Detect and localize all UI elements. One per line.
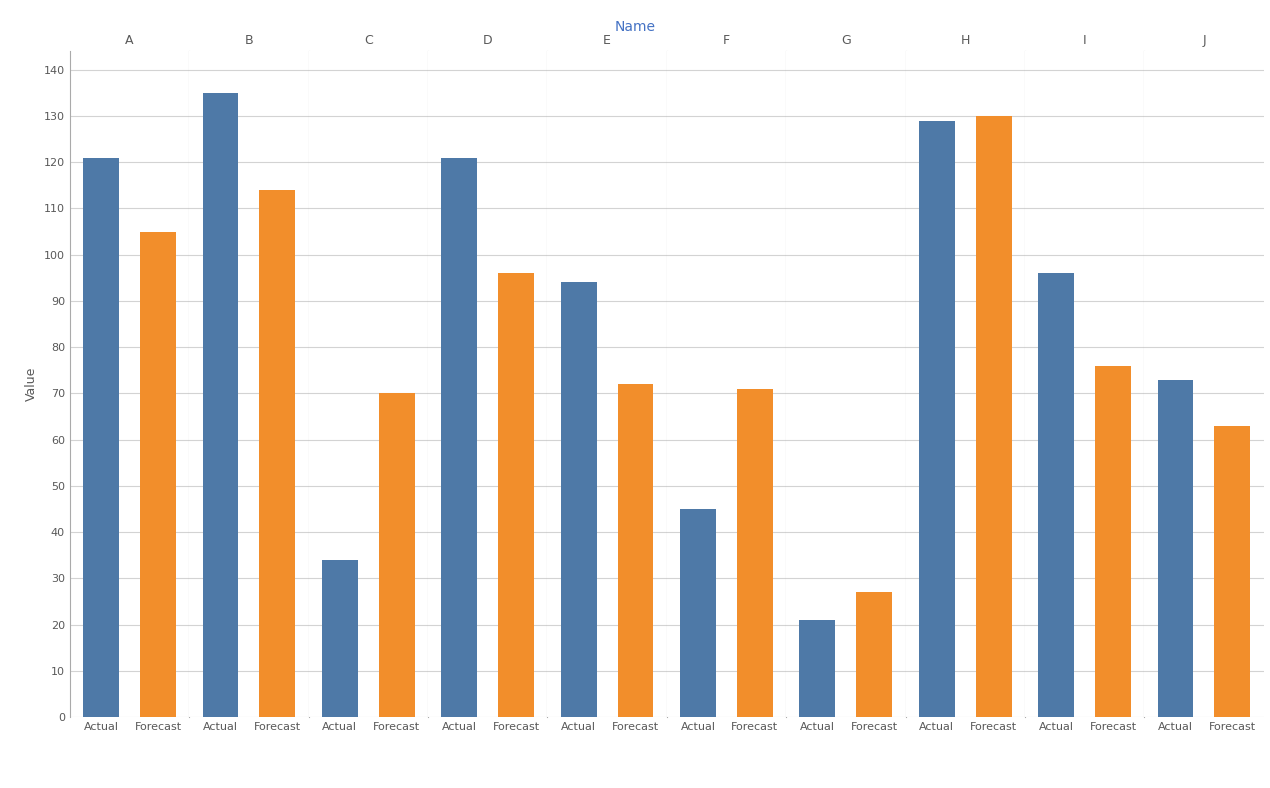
Bar [84, 158, 119, 717]
Bar [442, 158, 478, 717]
Title: G: G [841, 34, 851, 47]
Bar [323, 559, 358, 717]
Bar [259, 190, 295, 717]
Bar [919, 121, 955, 717]
Bar [737, 388, 772, 717]
Title: E: E [603, 34, 611, 47]
Title: C: C [364, 34, 372, 47]
Title: J: J [1203, 34, 1205, 47]
Title: D: D [483, 34, 493, 47]
Bar [498, 273, 533, 717]
Bar [617, 385, 653, 717]
Title: A: A [126, 34, 133, 47]
Title: F: F [723, 34, 730, 47]
Bar [856, 593, 892, 717]
Bar [203, 93, 239, 717]
Title: H: H [960, 34, 970, 47]
Bar [800, 620, 836, 717]
Bar [975, 116, 1011, 717]
Bar [1214, 426, 1250, 717]
Title: I: I [1083, 34, 1086, 47]
Bar [561, 282, 597, 717]
Bar [140, 232, 175, 717]
Text: Name: Name [615, 20, 655, 34]
Y-axis label: Value: Value [25, 367, 38, 401]
Bar [1039, 273, 1074, 717]
Bar [681, 509, 716, 717]
Bar [378, 393, 414, 717]
Title: B: B [245, 34, 253, 47]
Bar [1158, 380, 1194, 717]
Bar [1095, 366, 1130, 717]
